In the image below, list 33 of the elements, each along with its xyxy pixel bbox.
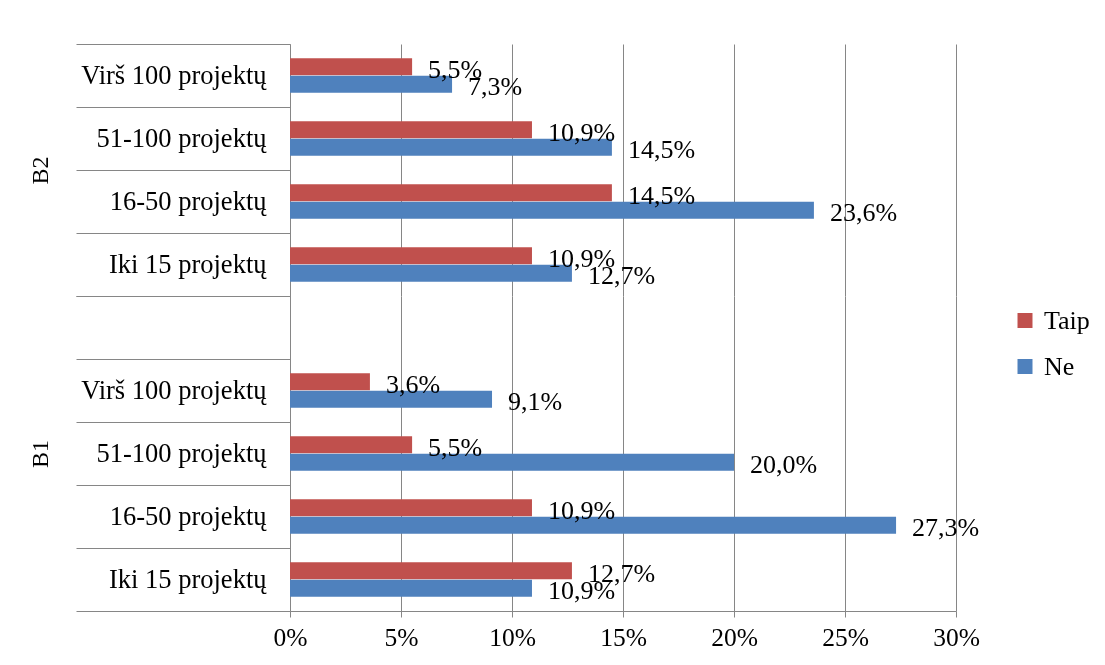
x-tick-label: 0% xyxy=(273,622,308,652)
data-label: 14,5% xyxy=(627,135,696,165)
y-tick-label: 16-50 projektų xyxy=(109,501,268,531)
y-tick-label: 51-100 projektų xyxy=(96,438,268,468)
x-tick-label: 25% xyxy=(822,622,869,652)
x-tick-label: 15% xyxy=(600,622,647,652)
y-tick-label: Virš 100 projektų xyxy=(81,375,268,405)
bar xyxy=(290,436,413,454)
bar xyxy=(290,247,532,265)
bar xyxy=(290,184,612,202)
legend-label: Ne xyxy=(1044,351,1075,381)
bar xyxy=(290,373,370,391)
y-axis-title: B1 xyxy=(26,439,53,469)
y-tick-label: Virš 100 projektų xyxy=(81,60,268,90)
data-label: 9,1% xyxy=(508,387,563,417)
data-label: 23,6% xyxy=(829,198,898,228)
y-tick-label: Iki 15 projektų xyxy=(109,249,268,279)
data-label: 27,3% xyxy=(912,513,980,543)
x-tick-label: 30% xyxy=(933,622,980,652)
x-tick-label: 20% xyxy=(711,622,758,652)
y-tick-label: Iki 15 projektų xyxy=(109,564,268,594)
legend-label: Taip xyxy=(1044,305,1090,335)
x-tick-label: 5% xyxy=(384,622,419,652)
bar xyxy=(290,58,413,76)
data-label: 20,0% xyxy=(750,450,818,480)
bar xyxy=(290,121,532,139)
y-tick-label: 51-100 projektų xyxy=(96,123,268,153)
bar xyxy=(290,579,532,597)
bar xyxy=(290,499,532,517)
y-tick-label: 16-50 projektų xyxy=(109,186,268,216)
x-tick-label: 10% xyxy=(489,622,536,652)
y-axis-title: B2 xyxy=(26,156,53,185)
bar xyxy=(290,562,572,580)
